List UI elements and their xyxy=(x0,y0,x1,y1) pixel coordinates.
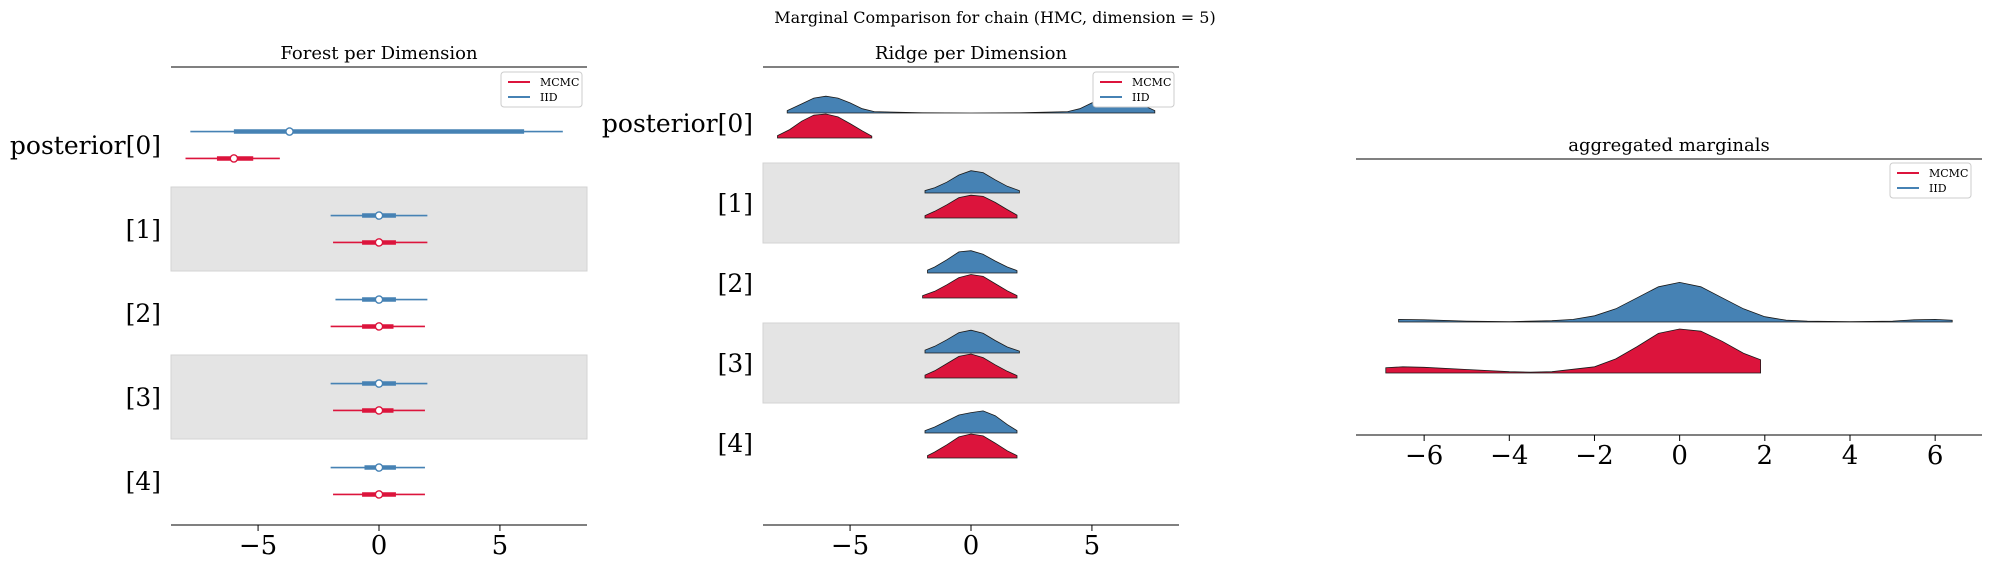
legend-box xyxy=(1092,71,1175,108)
point-mcmc xyxy=(374,238,384,247)
x-tick-label: 4 xyxy=(1842,441,1859,471)
x-tick-label: −5 xyxy=(831,531,869,561)
x-tick-label: −6 xyxy=(1405,441,1443,471)
ridge-iid xyxy=(927,250,1018,274)
aggregated-panel: aggregated marginals −6 −4 −2 0 2 4 6 MCMC IID xyxy=(1356,135,1982,471)
row-label: [1] xyxy=(126,215,161,244)
point-iid xyxy=(374,379,384,388)
figure-suptitle: Marginal Comparison for chain (HMC, dime… xyxy=(774,8,1215,27)
row-band xyxy=(170,186,588,272)
row-label: posterior[0] xyxy=(602,109,753,138)
legend: MCMC IID xyxy=(1092,71,1175,108)
row-bands xyxy=(170,186,588,440)
ridge-iid xyxy=(924,410,1018,434)
point-mcmc xyxy=(374,406,384,415)
point-mcmc xyxy=(229,154,239,163)
ridge-marks xyxy=(777,95,1156,459)
panel-title: Ridge per Dimension xyxy=(875,43,1068,64)
x-tick-label: 5 xyxy=(1084,531,1101,561)
ridge-mcmc xyxy=(924,194,1018,219)
panel-title: aggregated marginals xyxy=(1568,135,1769,156)
x-tick-label: 2 xyxy=(1757,441,1774,471)
row-band xyxy=(170,354,588,440)
row-label: [1] xyxy=(718,189,753,218)
x-tick-label: 5 xyxy=(492,531,509,561)
point-mcmc xyxy=(374,490,384,499)
row-labels: posterior[0] [1] [2] [3] [4] xyxy=(10,131,161,496)
legend-label-mcmc: MCMC xyxy=(1929,167,1968,180)
point-iid xyxy=(374,295,384,304)
ridge-iid xyxy=(924,329,1020,354)
legend-label-iid: IID xyxy=(540,91,558,104)
legend-box xyxy=(1889,162,1972,199)
legend: MCMC IID xyxy=(500,71,583,108)
x-tick-label: −5 xyxy=(239,531,277,561)
row-label: [4] xyxy=(718,429,753,458)
point-iid xyxy=(285,127,294,136)
ridge-mcmc xyxy=(1385,328,1761,374)
x-tick-label: 0 xyxy=(371,531,388,561)
ridge-mcmc xyxy=(927,433,1018,459)
row-labels: posterior[0] [1] [2] [3] [4] xyxy=(602,109,753,458)
ridge-mcmc xyxy=(922,274,1018,299)
row-label: [4] xyxy=(126,467,161,496)
ridge-marks xyxy=(1385,281,1953,374)
row-label: [2] xyxy=(126,299,161,328)
row-label: [2] xyxy=(718,269,753,298)
ridge-mcmc xyxy=(777,113,873,139)
x-tick-label: 6 xyxy=(1927,441,1944,471)
x-ticks: −5 0 5 xyxy=(239,525,508,561)
row-label: [3] xyxy=(126,383,161,412)
legend-label-iid: IID xyxy=(1929,182,1947,195)
ridge-mcmc xyxy=(924,353,1018,379)
legend: MCMC IID xyxy=(1889,162,1972,199)
ridge-panel: Ridge per Dimension posterior[0] [1] [2] [3… xyxy=(602,43,1180,561)
x-tick-label: 0 xyxy=(963,531,980,561)
x-tick-label: −4 xyxy=(1490,441,1528,471)
forest-marks xyxy=(185,127,563,499)
panel-title: Forest per Dimension xyxy=(280,43,478,64)
row-label: posterior[0] xyxy=(10,131,161,160)
ridge-iid xyxy=(1398,281,1953,323)
row-label: [3] xyxy=(718,349,753,378)
x-ticks: −6 −4 −2 0 2 4 6 xyxy=(1405,435,1943,471)
row-bands xyxy=(762,162,1180,404)
point-iid xyxy=(374,463,384,472)
forest-panel: Forest per Dimension posterior[0] [1] [2] [… xyxy=(10,43,588,561)
legend-label-mcmc: MCMC xyxy=(1132,76,1171,89)
ridge-iid xyxy=(924,170,1020,194)
x-ticks: −5 0 5 xyxy=(831,525,1100,561)
legend-label-mcmc: MCMC xyxy=(540,76,579,89)
x-tick-label: 0 xyxy=(1671,441,1688,471)
point-mcmc xyxy=(374,322,384,331)
legend-label-iid: IID xyxy=(1132,91,1150,104)
x-tick-label: −2 xyxy=(1575,441,1613,471)
legend-box xyxy=(500,71,583,108)
point-iid xyxy=(374,211,384,220)
